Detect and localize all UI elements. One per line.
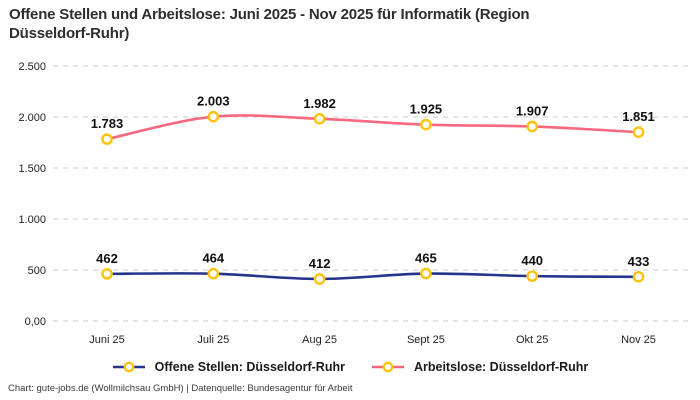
data-point-marker[interactable] <box>420 118 432 131</box>
legend-item-arbeitslose[interactable]: Arbeitslose: Düsseldorf-Ruhr <box>371 360 588 374</box>
legend-item-offene-stellen[interactable]: Offene Stellen: Düsseldorf-Ruhr <box>112 360 345 374</box>
data-point-label: 1.851 <box>622 109 655 124</box>
data-point-label: 440 <box>521 253 543 268</box>
chart-source: Chart: gute-jobs.de (Wollmilchsau GmbH) … <box>8 383 353 394</box>
x-axis-tick-label: Aug 25 <box>302 334 337 346</box>
x-axis-tick-label: Okt 25 <box>516 334 548 346</box>
data-point-marker[interactable] <box>207 267 220 280</box>
data-point-label: 1.925 <box>410 102 443 117</box>
x-axis-tick-label: Juni 25 <box>89 334 124 346</box>
data-point-marker[interactable] <box>420 267 432 280</box>
y-axis-tick-label: 1.500 <box>18 163 46 175</box>
offene-stellen-line-marker-icon <box>112 361 145 373</box>
y-axis-tick-label: 1.000 <box>18 214 46 226</box>
data-point-marker[interactable] <box>313 273 326 285</box>
data-point-label: 1.783 <box>91 116 124 131</box>
data-point-label: 433 <box>628 254 650 269</box>
data-point-label: 464 <box>202 251 224 266</box>
data-point-marker[interactable] <box>632 126 645 138</box>
data-point-marker[interactable] <box>526 270 539 282</box>
data-point-marker[interactable] <box>101 268 113 280</box>
data-point-label: 1.907 <box>516 103 549 118</box>
y-axis-tick-label: 2.000 <box>18 112 46 124</box>
line-chart: 0,00 500 1.000 1.500 2.000 2.500 Juni 25 Juli 2… <box>18 61 693 346</box>
data-point-marker[interactable] <box>101 133 113 145</box>
y-axis-tick-label: 500 <box>28 265 46 277</box>
data-point-marker[interactable] <box>313 113 326 125</box>
data-point-marker[interactable] <box>632 271 645 283</box>
data-point-label: 465 <box>415 251 437 266</box>
series-line-0 <box>105 272 640 281</box>
series-line-1 <box>105 114 640 141</box>
chart-title: Offene Stellen und Arbeitslose: Juni 202… <box>9 6 530 43</box>
y-axis-tick-label: 0,00 <box>25 316 46 328</box>
data-point-label: 2.003 <box>197 94 230 109</box>
x-axis-tick-label: Nov 25 <box>621 334 656 346</box>
x-axis-tick-label: Sept 25 <box>407 334 445 346</box>
data-point-marker[interactable] <box>207 110 220 123</box>
legend-label-arbeitslose: Arbeitslose: Düsseldorf-Ruhr <box>413 360 589 374</box>
y-axis-tick-label: 2.500 <box>18 61 46 73</box>
arbeitslose-line-marker-icon <box>371 361 404 373</box>
chart-legend: Offene Stellen: Düsseldorf-Ruhr Arbeitsl… <box>0 356 700 378</box>
data-point-label: 1.982 <box>303 96 336 111</box>
legend-label-offene-stellen: Offene Stellen: Düsseldorf-Ruhr <box>154 360 345 374</box>
data-point-label: 462 <box>96 251 118 266</box>
data-point-label: 412 <box>309 256 331 271</box>
x-axis-tick-label: Juli 25 <box>197 334 229 346</box>
data-point-marker[interactable] <box>526 120 539 133</box>
